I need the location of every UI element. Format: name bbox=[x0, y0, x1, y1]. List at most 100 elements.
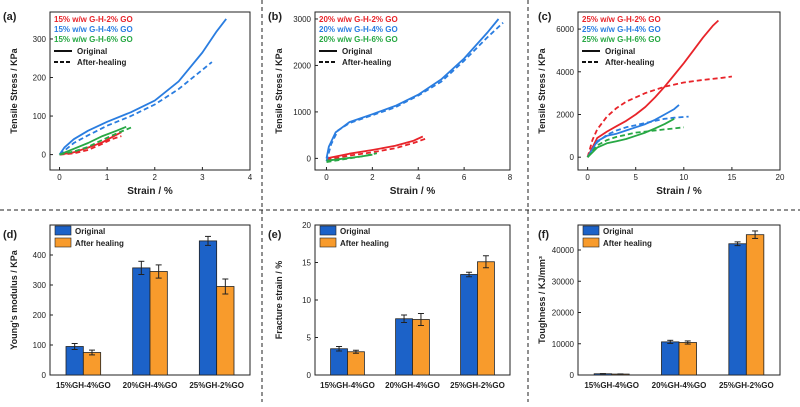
legend-label: After healing bbox=[603, 239, 652, 248]
series-line-1-original bbox=[586, 19, 720, 158]
y-tick-label: 300 bbox=[33, 281, 47, 290]
x-axis-label: Strain / % bbox=[656, 186, 702, 197]
legend-entry: 20% w/w G-H-4% GO bbox=[319, 25, 398, 34]
y-tick-label: 30000 bbox=[552, 277, 575, 286]
y-axis-label: Tensile Stress / KPa bbox=[537, 47, 547, 133]
panel-label: (a) bbox=[3, 11, 17, 23]
legend-style-label: After-healing bbox=[77, 58, 126, 67]
panel-label: (d) bbox=[3, 229, 17, 241]
bar-1-3 bbox=[460, 274, 478, 376]
legend-entry: 25% w/w G-H-2% GO bbox=[582, 15, 661, 24]
x-tick-label: 5 bbox=[633, 173, 638, 182]
y-tick-label: 15 bbox=[302, 259, 311, 268]
y-tick-label: 200 bbox=[33, 311, 47, 320]
legend-style-label: Original bbox=[77, 47, 107, 56]
bar-2-2 bbox=[412, 319, 430, 376]
series-line-2-original bbox=[58, 18, 227, 156]
y-axis-label: Toughness / KJ/mm³ bbox=[537, 256, 547, 344]
y-tick-label: 200 bbox=[33, 74, 47, 83]
plot-frame bbox=[49, 11, 251, 171]
legend-swatch bbox=[54, 225, 72, 236]
y-axis-label: Tensile Stress / KPa bbox=[9, 47, 19, 133]
series-line-2-original bbox=[586, 104, 680, 158]
panel-label: (c) bbox=[538, 11, 552, 23]
bar-2-3 bbox=[477, 261, 495, 376]
panel-b: (b) 0 1000 2000 3000 0 2 4 6 8 Tensile Stress / KP… bbox=[268, 11, 513, 197]
panel-a: (a) 0 100 200 300 0 1 2 3 4 Tensile Stress / KPa St… bbox=[3, 11, 253, 197]
y-tick-label: 6000 bbox=[556, 25, 574, 34]
bar-2-1 bbox=[347, 351, 365, 376]
series-line-3-after-healing bbox=[586, 126, 684, 158]
legend-entry: 15% w/w G-H-6% GO bbox=[54, 35, 133, 44]
series-line-2-after-healing bbox=[325, 22, 504, 162]
legend-swatch bbox=[54, 237, 72, 248]
legend-style-label: After-healing bbox=[605, 58, 654, 67]
legend-label: After healing bbox=[75, 239, 124, 248]
category-label: 15%GH-4%GO bbox=[320, 381, 375, 390]
legend-entry: 15% w/w G-H-4% GO bbox=[54, 25, 133, 34]
legend-entry: 25% w/w G-H-6% GO bbox=[582, 35, 661, 44]
x-tick-label: 10 bbox=[679, 173, 688, 182]
y-tick-label: 400 bbox=[33, 251, 47, 260]
y-tick-label: 3000 bbox=[293, 15, 311, 24]
category-label: 20%GH-4%GO bbox=[385, 381, 440, 390]
category-label: 25%GH-2%GO bbox=[450, 381, 505, 390]
y-axis-label: Tensile Stress / KPa bbox=[274, 47, 284, 133]
plot-frame bbox=[577, 11, 781, 171]
category-label: 25%GH-2%GO bbox=[719, 381, 774, 390]
y-tick-label: 100 bbox=[33, 341, 47, 350]
bar-1-3 bbox=[198, 240, 218, 376]
y-axis-label: Fracture strain / % bbox=[274, 261, 284, 340]
category-label: 15%GH-4%GO bbox=[56, 381, 111, 390]
x-axis-label: Strain / % bbox=[390, 186, 436, 197]
x-tick-label: 0 bbox=[585, 173, 590, 182]
panel-d: (d) 0 100 200 300 400 Young's modulus / KPa 15%… bbox=[3, 224, 251, 390]
y-tick-label: 10000 bbox=[552, 340, 575, 349]
legend-swatch bbox=[582, 225, 600, 236]
y-tick-label: 2000 bbox=[556, 110, 574, 119]
bar-1-3 bbox=[728, 243, 747, 376]
bar-2-3 bbox=[745, 234, 765, 376]
legend-entry: 25% w/w G-H-4% GO bbox=[582, 25, 661, 34]
series-line-3-after-healing bbox=[59, 126, 132, 156]
series-line-1-after-healing bbox=[326, 138, 426, 161]
y-tick-label: 100 bbox=[33, 112, 47, 121]
category-label: 20%GH-4%GO bbox=[652, 381, 707, 390]
legend-swatch bbox=[582, 237, 600, 248]
category-label: 25%GH-2%GO bbox=[189, 381, 244, 390]
y-tick-label: 2000 bbox=[293, 61, 311, 70]
bar-1-2 bbox=[395, 318, 413, 376]
legend-entry: 20% w/w G-H-2% GO bbox=[319, 15, 398, 24]
x-tick-label: 4 bbox=[416, 173, 421, 182]
legend-style-label: After-healing bbox=[342, 58, 391, 67]
legend-entry: 15% w/w G-H-2% GO bbox=[54, 15, 133, 24]
y-axis-label: Young's modulus / KPa bbox=[9, 249, 19, 349]
panel-c: (c) 0 2000 4000 6000 0 5 10 15 20 Tensile Stress /… bbox=[537, 11, 785, 197]
y-tick-label: 5 bbox=[307, 334, 312, 343]
series-line-1-after-healing bbox=[59, 135, 122, 156]
legend-entry: 20% w/w G-H-6% GO bbox=[319, 35, 398, 44]
x-tick-label: 0 bbox=[57, 173, 62, 182]
x-tick-label: 20 bbox=[776, 173, 785, 182]
y-tick-label: 10 bbox=[302, 296, 311, 305]
series-line-3-after-healing bbox=[326, 152, 378, 163]
x-tick-label: 0 bbox=[324, 173, 329, 182]
bar-2-1 bbox=[82, 352, 102, 376]
x-tick-label: 2 bbox=[153, 173, 158, 182]
panel-label: (b) bbox=[268, 11, 282, 23]
legend-label: After healing bbox=[340, 239, 389, 248]
legend-label: Original bbox=[340, 227, 370, 236]
legend-style-label: Original bbox=[605, 47, 635, 56]
bar-1-2 bbox=[132, 267, 151, 376]
bar-2-2 bbox=[678, 342, 697, 376]
y-tick-label: 0 bbox=[307, 371, 312, 380]
y-tick-label: 1000 bbox=[293, 108, 311, 117]
y-tick-label: 0 bbox=[570, 371, 575, 380]
bar-1-1 bbox=[330, 348, 348, 376]
x-tick-label: 8 bbox=[508, 173, 513, 182]
x-tick-label: 6 bbox=[462, 173, 467, 182]
panel-label: (e) bbox=[268, 229, 282, 241]
x-tick-label: 3 bbox=[200, 173, 205, 182]
x-tick-label: 4 bbox=[248, 173, 253, 182]
